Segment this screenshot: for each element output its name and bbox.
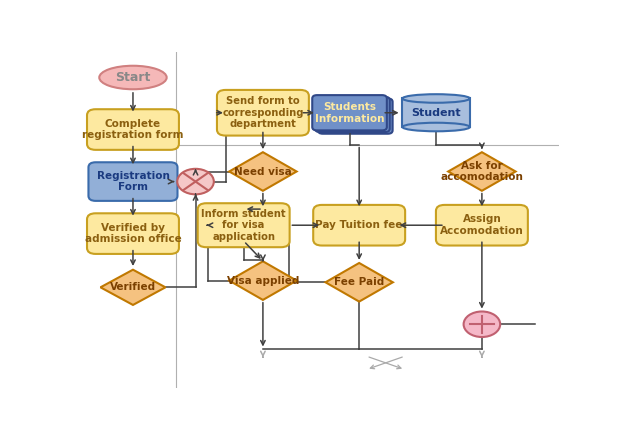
FancyBboxPatch shape: [315, 97, 390, 132]
Bar: [402, 99, 470, 127]
Circle shape: [177, 169, 214, 194]
FancyBboxPatch shape: [88, 162, 178, 201]
Text: Visa applied: Visa applied: [227, 276, 299, 286]
Text: Start: Start: [116, 71, 151, 84]
FancyBboxPatch shape: [436, 205, 528, 245]
Polygon shape: [448, 152, 515, 191]
Text: Complete
registration form: Complete registration form: [82, 119, 184, 140]
FancyBboxPatch shape: [87, 109, 179, 150]
Ellipse shape: [402, 123, 470, 131]
Polygon shape: [101, 270, 165, 305]
Text: Need visa: Need visa: [234, 167, 292, 177]
FancyBboxPatch shape: [197, 203, 289, 247]
Text: Inform student
for visa
application: Inform student for visa application: [201, 208, 286, 242]
Polygon shape: [325, 263, 393, 302]
Text: Student: Student: [411, 108, 461, 118]
FancyBboxPatch shape: [318, 99, 392, 134]
Text: Send form to
corresponding
department: Send form to corresponding department: [222, 96, 304, 129]
Text: Fee Paid: Fee Paid: [334, 277, 384, 287]
Polygon shape: [229, 261, 297, 300]
Text: Pay Tuition fee: Pay Tuition fee: [315, 220, 403, 230]
Text: Registration
Form: Registration Form: [96, 171, 170, 192]
Text: Verified by
admission office: Verified by admission office: [84, 223, 181, 245]
FancyBboxPatch shape: [312, 95, 387, 130]
Text: Assign
Accomodation: Assign Accomodation: [440, 215, 524, 236]
FancyBboxPatch shape: [87, 213, 179, 254]
FancyBboxPatch shape: [313, 205, 405, 245]
Text: Verified: Verified: [110, 283, 156, 292]
Ellipse shape: [402, 94, 470, 103]
Polygon shape: [229, 152, 297, 191]
FancyBboxPatch shape: [217, 90, 309, 136]
Text: Ask for
accomodation: Ask for accomodation: [440, 161, 524, 182]
Ellipse shape: [99, 66, 166, 89]
Circle shape: [464, 311, 500, 337]
Text: Students
Information: Students Information: [315, 102, 384, 123]
